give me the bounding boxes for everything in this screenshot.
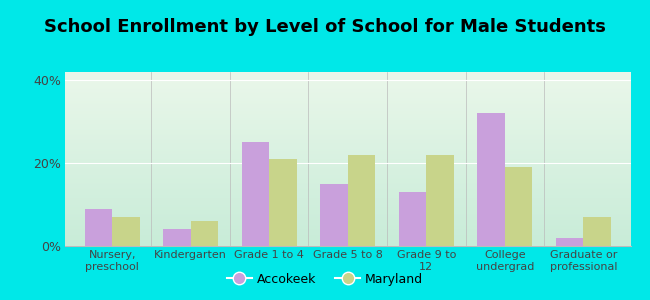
Bar [348,155,375,246]
Bar [84,209,112,246]
Bar [477,113,505,246]
Bar [163,230,190,246]
Bar [320,184,348,246]
Bar [190,221,218,246]
Bar [505,167,532,246]
Bar [556,238,584,246]
Bar [112,217,140,246]
Bar [426,155,454,246]
Bar [584,217,611,246]
Legend: Accokeek, Maryland: Accokeek, Maryland [222,268,428,291]
Bar [269,159,296,246]
Text: School Enrollment by Level of School for Male Students: School Enrollment by Level of School for… [44,18,606,36]
Bar [242,142,269,246]
Bar [399,192,426,246]
